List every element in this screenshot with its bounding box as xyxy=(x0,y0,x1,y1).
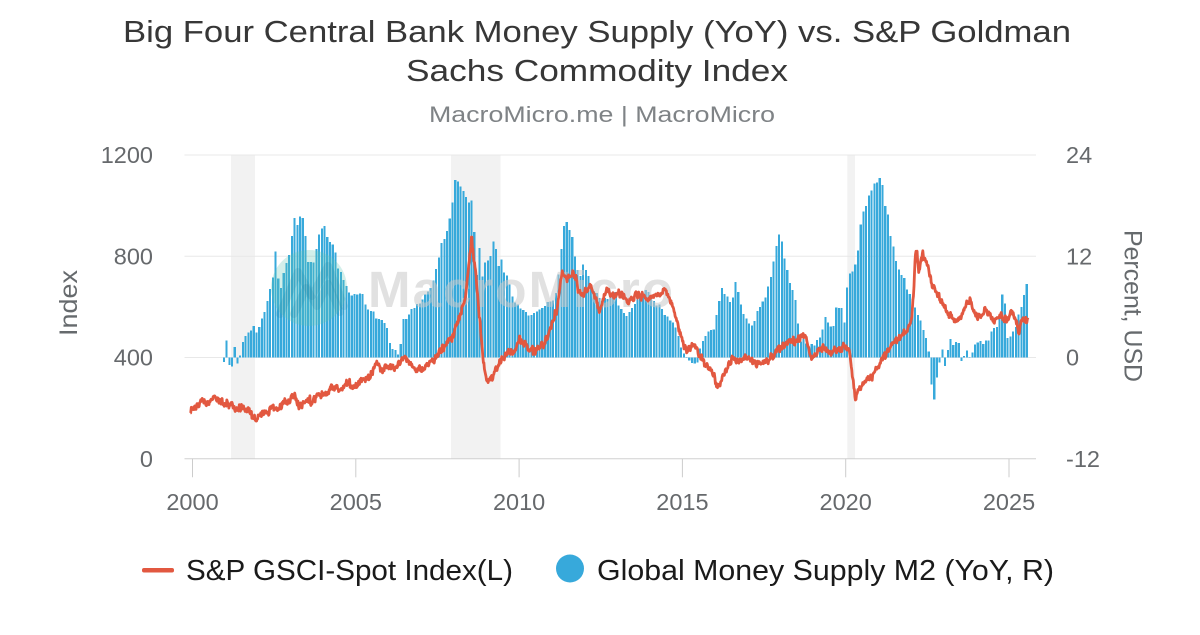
svg-text:1200: 1200 xyxy=(101,142,153,168)
svg-text:400: 400 xyxy=(114,345,153,371)
svg-text:S&P GSCI-Spot Index(L): S&P GSCI-Spot Index(L) xyxy=(186,555,513,587)
svg-text:0: 0 xyxy=(140,446,153,472)
svg-text:Percent, USD: Percent, USD xyxy=(1119,230,1147,382)
svg-text:2015: 2015 xyxy=(656,489,708,515)
svg-text:Big Four Central Bank Money Su: Big Four Central Bank Money Supply (YoY)… xyxy=(123,15,1071,49)
svg-text:Global Money Supply M2 (YoY, R: Global Money Supply M2 (YoY, R) xyxy=(597,555,1054,587)
svg-text:Index: Index xyxy=(55,269,83,336)
svg-text:0: 0 xyxy=(1066,345,1079,371)
svg-text:Sachs Commodity Index: Sachs Commodity Index xyxy=(406,54,788,88)
svg-text:MacroMicro.me | MacroMicro: MacroMicro.me | MacroMicro xyxy=(429,102,775,127)
svg-text:MacroMicro: MacroMicro xyxy=(368,261,673,318)
svg-text:-12: -12 xyxy=(1066,446,1100,472)
svg-text:2025: 2025 xyxy=(983,489,1035,515)
svg-text:12: 12 xyxy=(1066,243,1092,269)
svg-text:800: 800 xyxy=(114,243,153,269)
svg-text:2005: 2005 xyxy=(330,489,382,515)
svg-text:24: 24 xyxy=(1066,142,1092,168)
svg-text:2000: 2000 xyxy=(166,489,218,515)
svg-text:2020: 2020 xyxy=(820,489,872,515)
svg-text:2010: 2010 xyxy=(493,489,545,515)
